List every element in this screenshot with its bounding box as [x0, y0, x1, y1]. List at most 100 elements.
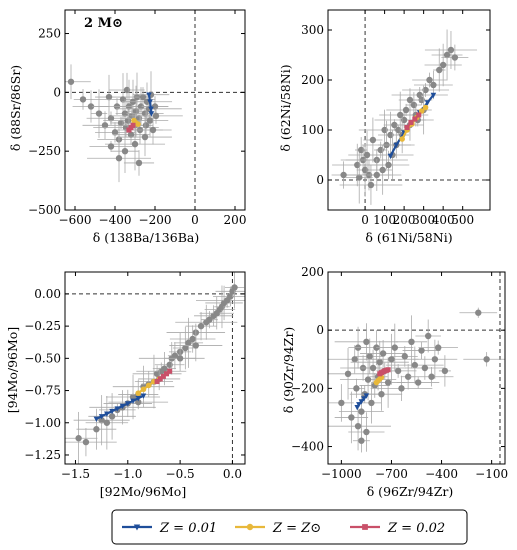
series-point — [363, 393, 370, 399]
y-tick-label: 0 — [316, 173, 324, 187]
x-tick-label: −1000 — [321, 467, 362, 481]
y-tick-label: 100 — [301, 123, 324, 137]
observation-point — [67, 78, 75, 85]
observation-point — [151, 103, 159, 110]
x-tick-label: −200 — [139, 213, 172, 227]
observation-point — [376, 358, 383, 366]
legend-marker — [246, 523, 254, 531]
panel4-xlabel: δ (96Zr/94Zr) — [367, 484, 454, 499]
series-point — [104, 411, 110, 417]
observation-point — [129, 393, 137, 401]
observation-point — [351, 356, 358, 363]
y-tick-label: 200 — [301, 73, 324, 87]
y-tick-label: −0.75 — [24, 384, 61, 398]
x-tick-label: −600 — [59, 213, 92, 227]
observation-point — [166, 361, 173, 368]
observation-point — [105, 93, 113, 101]
series-point — [361, 396, 367, 402]
observation-point — [101, 122, 109, 129]
observation-point — [402, 106, 410, 114]
series-point — [356, 402, 362, 408]
panel-4-plot-area — [328, 272, 505, 464]
x-tick-label: 400 — [432, 213, 455, 227]
series-point — [135, 396, 142, 402]
x-tick-label: 0.0 — [223, 467, 242, 481]
series-point — [408, 119, 414, 126]
series-point — [404, 124, 410, 131]
panel-3: −1.5 −1.0 −0.5 0.0 −1.25 −1.00 −0.75 −0.50 −0.25… — [24, 271, 246, 481]
observation-point — [366, 353, 373, 360]
observation-point — [344, 370, 352, 378]
series-point — [93, 416, 100, 422]
observation-point — [418, 347, 425, 354]
x-tick-label: 200 — [393, 213, 416, 227]
series-point — [114, 406, 121, 412]
plot-frame — [64, 271, 246, 465]
series-point — [412, 116, 418, 122]
y-tick-label: −0.50 — [24, 351, 61, 365]
plot-frame — [327, 9, 491, 211]
series-point — [399, 136, 405, 142]
series-point — [160, 373, 166, 379]
legend-label: Z = 0.02 — [387, 521, 445, 536]
y-tick-label: −400 — [291, 440, 324, 454]
observation-point — [141, 133, 149, 141]
observation-point — [176, 355, 184, 362]
observation-point — [435, 344, 442, 351]
y-tick-label: −1.00 — [24, 416, 61, 430]
observation-point — [98, 416, 105, 424]
observation-point — [197, 322, 205, 330]
observation-point — [127, 131, 135, 138]
observation-point — [358, 437, 365, 444]
series-point — [147, 99, 153, 105]
observation-point — [363, 151, 371, 159]
observation-point — [93, 426, 100, 433]
observation-point — [373, 171, 380, 179]
x-tick-label: 300 — [412, 213, 435, 227]
x-tick-label: 100 — [373, 213, 396, 227]
x-tick-label: 500 — [451, 213, 474, 227]
legend-marker — [133, 524, 141, 531]
panel3-ylabel: [94Mo/96Mo] — [5, 327, 20, 413]
observation-point — [364, 376, 372, 383]
y-tick-label: 0 — [316, 323, 324, 337]
observation-point — [443, 51, 451, 59]
series-point — [124, 401, 131, 407]
observation-point — [379, 166, 386, 174]
y-tick-label: −500 — [28, 203, 61, 217]
observation-point — [107, 115, 115, 122]
y-tick-label: −0.25 — [24, 319, 61, 333]
observation-point — [161, 365, 168, 372]
observation-point — [103, 419, 111, 426]
observation-point — [426, 76, 433, 84]
observation-point — [424, 332, 432, 340]
observation-point — [107, 143, 115, 150]
observation-point — [368, 399, 375, 407]
x-tick-label: 200 — [224, 213, 247, 227]
x-tick-label: 0 — [191, 213, 199, 227]
observation-point — [398, 385, 405, 392]
observation-point — [369, 136, 377, 144]
panel1-ylabel: δ (88Sr/86Sr) — [8, 65, 23, 151]
observation-point — [411, 361, 419, 369]
y-tick-label: 200 — [301, 265, 324, 279]
series-point — [140, 393, 147, 399]
series-point — [424, 100, 431, 106]
observation-point — [414, 379, 422, 386]
y-tick-label: 300 — [301, 23, 324, 37]
series-point — [430, 92, 437, 99]
series-point — [130, 398, 136, 404]
x-tick-label: −0.5 — [166, 467, 195, 481]
observation-point — [404, 373, 412, 380]
x-tick-label: 0 — [361, 213, 369, 227]
series-point — [109, 408, 115, 415]
panel-4: −1000 −700 −400 −100 −400 −200 0 200 — [291, 265, 508, 481]
figure-label: 2 M⊙ — [84, 16, 123, 31]
series-point — [422, 104, 429, 111]
series-point — [146, 92, 152, 98]
observation-point — [227, 293, 234, 300]
series-point — [157, 376, 163, 382]
observation-point — [363, 338, 370, 346]
observation-point — [369, 364, 377, 372]
observation-point — [401, 353, 409, 360]
